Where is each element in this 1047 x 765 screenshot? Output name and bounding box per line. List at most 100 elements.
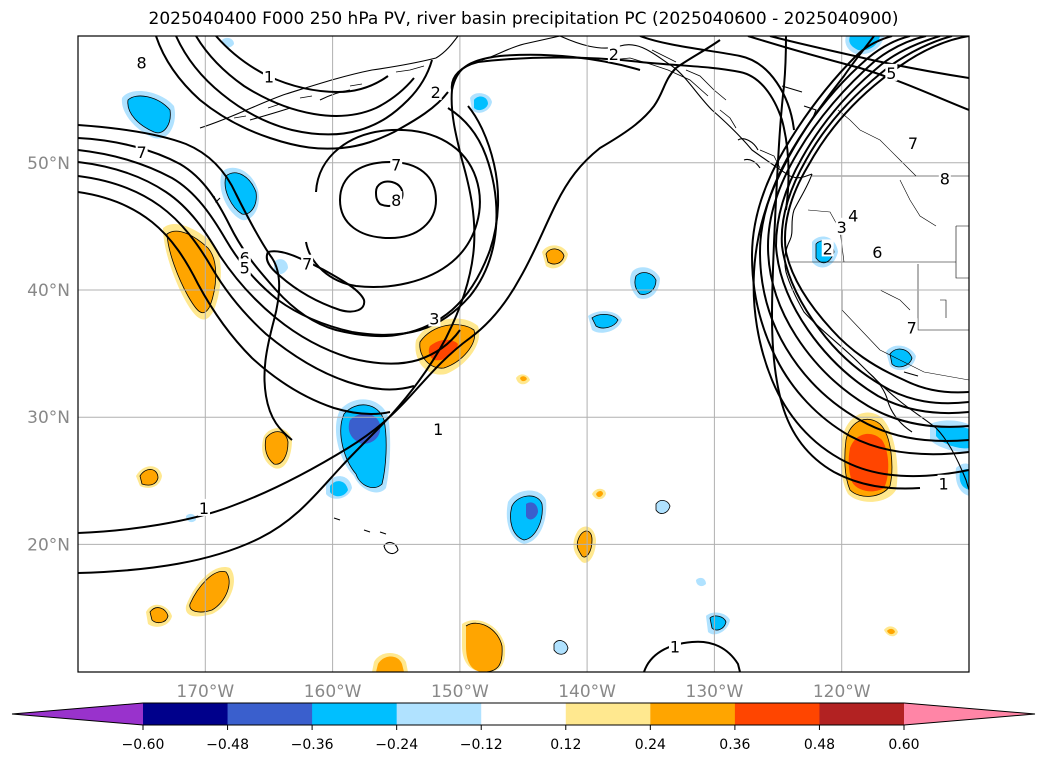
pv-contour-inner-b	[175, 36, 433, 136]
pv-contour-trough-1	[78, 124, 293, 441]
pv-contour-trough-4	[78, 161, 461, 365]
lon-label-150w: 150°W	[431, 682, 489, 702]
colorbar-tick-label: −0.24	[375, 737, 418, 753]
contour-label-bg	[885, 63, 898, 81]
colorbar-tick-label: −0.36	[291, 737, 334, 753]
contour-label-bg	[429, 82, 442, 100]
pv-contour-ridge-e	[758, 36, 969, 443]
contour-label: 7	[908, 134, 918, 153]
contour-label-bg	[668, 637, 681, 655]
pv-contour-trough-6	[78, 191, 391, 416]
contour-label-bg	[390, 191, 403, 209]
pv-contour-5	[639, 36, 795, 131]
lon-label-170w: 170°W	[176, 682, 234, 702]
pv-contour-ridge-c	[774, 36, 969, 415]
colorbar-cell	[650, 703, 736, 725]
colorbar-tick-label: 0.24	[635, 737, 666, 753]
lon-label-130w: 130°W	[686, 682, 744, 702]
pv-contour-inner-c	[195, 36, 415, 117]
contour-label: 7	[907, 318, 917, 337]
colorbar-cell	[819, 703, 905, 725]
map-frame	[77, 35, 970, 673]
pv-contour-ridge-f	[750, 36, 969, 456]
contour-label-bg	[906, 133, 919, 151]
contour-label-bg	[607, 44, 620, 62]
contour-label: 1	[264, 68, 274, 87]
contour-label-bg	[301, 254, 314, 272]
lon-label-120w: 120°W	[813, 682, 871, 702]
colorbar-cell	[312, 703, 398, 725]
longitude-axis: 170°W 160°W 150°W 140°W 130°W 120°W	[176, 682, 870, 702]
contour-label-bg	[937, 474, 950, 492]
pv-contour-ridge-d	[766, 36, 969, 428]
pv-contour-2	[450, 56, 790, 211]
contour-label: 6	[872, 243, 882, 262]
gridlines	[78, 36, 969, 672]
contour-label: 1	[670, 638, 680, 657]
latitude-axis: 50°N 40°N 30°N 20°N	[27, 154, 70, 556]
contour-label: 6	[240, 248, 250, 267]
contour-label: 2	[609, 45, 619, 64]
pv-contours	[78, 36, 969, 672]
contour-label-bg	[821, 239, 834, 257]
contour-label: 3	[837, 218, 847, 237]
contour-label-bg	[847, 206, 860, 224]
contour-label-bg	[905, 318, 918, 336]
colorbar-tick-label: 0.60	[888, 737, 919, 753]
contour-label: 8	[137, 54, 147, 73]
contour-label-bg	[135, 53, 148, 71]
contour-label: 1	[938, 475, 948, 494]
pv-contour-1	[78, 39, 721, 534]
pv-contour-7-east	[747, 36, 969, 111]
colorbar-tick-label: −0.12	[460, 737, 503, 753]
contour-label: 7	[137, 143, 147, 162]
negative-precip-shading	[121, 36, 969, 655]
colorbar-tick-label: 0.48	[804, 737, 835, 753]
colorbar-extend-high	[904, 703, 1035, 725]
contour-label: 5	[886, 64, 896, 83]
colorbar-cell	[227, 703, 313, 725]
contour-label: 4	[848, 206, 858, 225]
contour-label-bg	[135, 142, 148, 160]
pv-contour-trough-5	[78, 175, 415, 391]
lat-label-40n: 40°N	[27, 281, 70, 301]
contour-label: 7	[391, 155, 401, 174]
map-title: 2025040400 F000 250 hPa PV, river basin …	[148, 9, 899, 29]
colorbar-cells	[11, 702, 1036, 726]
contour-label: 2	[431, 83, 441, 102]
pv-contour-trough-2	[78, 105, 500, 338]
map-background	[78, 36, 969, 672]
pv-contour-7-small	[265, 250, 366, 313]
contour-label: 1	[199, 499, 209, 518]
pv-contour-inner-d	[215, 36, 389, 94]
colorbar-cell	[143, 703, 229, 725]
pv-contour-trough-3	[78, 107, 498, 336]
contour-label: 8	[940, 169, 950, 188]
lat-label-20n: 20°N	[27, 535, 70, 555]
colorbar-tick-label: 0.12	[550, 737, 581, 753]
contour-label-bg	[432, 420, 445, 438]
contour-label-bg	[835, 217, 848, 235]
contour-label-bg	[238, 258, 251, 276]
contour-label: 7	[302, 255, 312, 274]
pv-contour-inner-a	[155, 36, 449, 150]
contour-label: 8	[391, 191, 401, 210]
lon-label-140w: 140°W	[558, 682, 616, 702]
contour-label-bg	[390, 155, 403, 173]
colorbar: −0.60 −0.48 −0.36 −0.24 −0.12 0.12 0.24 0.36 0.4…	[11, 702, 1036, 753]
contour-label-bg	[262, 67, 275, 85]
pv-contour-bottom	[643, 640, 741, 672]
lat-label-30n: 30°N	[27, 408, 70, 428]
colorbar-tick-label: −0.60	[122, 737, 165, 753]
pv-contour-8-east	[769, 36, 969, 79]
lat-label-50n: 50°N	[27, 154, 70, 174]
lon-label-160w: 160°W	[304, 682, 362, 702]
pv-contour-loop-7	[338, 160, 438, 240]
colorbar-tick-label: 0.36	[719, 737, 750, 753]
pv-contour-ridge-a	[784, 36, 969, 394]
pv-contour-outer	[305, 128, 481, 288]
pv-contour-ridge-1	[770, 36, 921, 490]
colorbar-tick-label: −0.48	[206, 737, 249, 753]
